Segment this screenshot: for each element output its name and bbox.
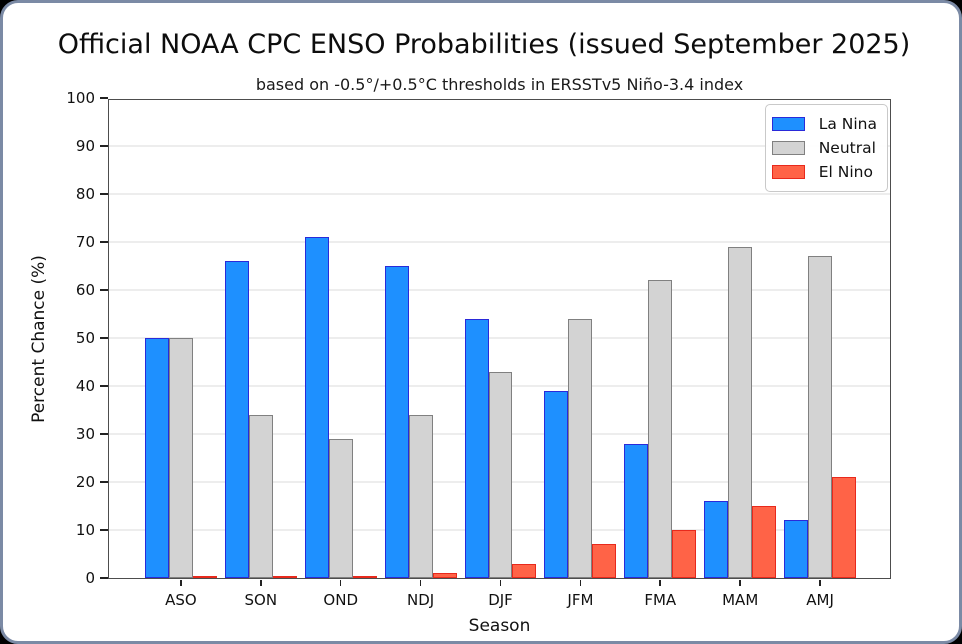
y-axis-tick: [100, 385, 108, 387]
grid-line: [109, 193, 890, 195]
y-axis-tick: [100, 529, 108, 531]
y-axis-tick: [100, 433, 108, 435]
legend-item-neutral: Neutral: [771, 136, 877, 160]
bar-el-nino-son: [272, 576, 297, 578]
x-tick-label: MAM: [722, 591, 759, 609]
x-axis-tick: [739, 580, 741, 586]
bar-el-nino-mam: [752, 506, 777, 578]
x-axis-label: Season: [468, 616, 531, 636]
bar-neutral-fma: [648, 280, 673, 578]
x-axis-tick: [419, 580, 422, 586]
bar-neutral-mam: [728, 246, 753, 578]
y-axis-tick: [100, 289, 108, 291]
bar-la-nina-ndj: [384, 266, 409, 578]
bar-el-nino-ond: [352, 576, 377, 578]
y-axis-tick: [100, 481, 108, 483]
x-axis-tick: [819, 580, 821, 586]
x-axis-tick: [260, 580, 262, 586]
x-axis-tick: [180, 580, 182, 586]
x-tick-label: NDJ: [406, 591, 435, 609]
bar-neutral-aso: [168, 338, 193, 578]
grid-line: [109, 289, 890, 291]
chart-title: Official NOAA CPC ENSO Probabilities (is…: [57, 29, 911, 60]
y-tick-label: 60: [75, 281, 95, 299]
y-axis-tick: [100, 337, 108, 339]
bar-neutral-djf: [488, 371, 513, 578]
x-tick-label: AMJ: [806, 591, 834, 609]
bar-el-nino-ndj: [432, 573, 457, 578]
bar-neutral-ond: [328, 438, 353, 578]
x-axis-tick: [659, 580, 662, 586]
y-axis-label: Percent Chance (%): [29, 255, 49, 423]
legend-label: Neutral: [818, 139, 876, 157]
bar-la-nina-ond: [304, 237, 329, 578]
grid-line: [109, 145, 890, 147]
bar-la-nina-aso: [144, 338, 169, 578]
y-axis-tick: [100, 97, 108, 99]
legend: La Nina Neutral El Nino: [764, 104, 888, 192]
legend-item-el-nino: El Nino: [771, 160, 877, 184]
y-tick-label: 20: [75, 473, 95, 491]
bar-neutral-amj: [808, 256, 833, 578]
chart-subtitle: based on -0.5°/+0.5°C thresholds in ERSS…: [255, 75, 744, 94]
x-tick-label: JFM: [567, 591, 594, 609]
bar-neutral-ndj: [408, 414, 433, 578]
grid-line: [109, 241, 890, 243]
y-axis-tick: [100, 577, 108, 579]
x-tick-label: OND: [323, 591, 358, 609]
bar-el-nino-djf: [512, 563, 537, 578]
bar-la-nina-mam: [704, 501, 729, 578]
y-tick-label: 0: [85, 569, 95, 587]
legend-label: La Nina: [818, 115, 877, 133]
bar-la-nina-fma: [624, 443, 649, 578]
x-tick-label: ASO: [165, 591, 197, 609]
x-tick-label: DJF: [488, 591, 513, 609]
bar-la-nina-amj: [784, 520, 809, 578]
x-tick-label: SON: [244, 591, 278, 609]
x-axis-tick: [499, 580, 502, 586]
bar-el-nino-jfm: [592, 544, 617, 578]
x-tick-label: FMA: [644, 591, 677, 609]
x-axis-tick: [579, 580, 582, 586]
legend-label: El Nino: [818, 163, 873, 181]
legend-swatch-icon: [771, 117, 805, 131]
bar-la-nina-djf: [464, 318, 489, 578]
legend-swatch-icon: [771, 141, 805, 155]
y-tick-label: 30: [75, 425, 95, 443]
y-axis-tick: [100, 241, 108, 243]
y-tick-label: 90: [75, 137, 95, 155]
y-axis-tick: [100, 145, 108, 147]
y-tick-label: 50: [75, 329, 95, 347]
bar-la-nina-jfm: [544, 390, 569, 578]
bar-neutral-jfm: [568, 318, 593, 578]
grid-line: [109, 337, 890, 339]
y-tick-label: 10: [75, 521, 95, 539]
bar-el-nino-aso: [192, 576, 217, 578]
y-axis-tick: [100, 193, 108, 195]
y-tick-label: 70: [75, 233, 95, 251]
y-tick-label: 80: [75, 185, 95, 203]
bar-el-nino-amj: [832, 477, 857, 578]
bar-neutral-son: [248, 414, 273, 578]
y-tick-label: 40: [75, 377, 95, 395]
legend-item-la-nina: La Nina: [771, 112, 877, 136]
legend-swatch-icon: [771, 165, 805, 179]
bar-el-nino-fma: [672, 530, 697, 578]
bar-la-nina-son: [224, 261, 249, 578]
y-tick-label: 100: [66, 89, 95, 107]
plot-area: Percent Chance (%) Season La Nina Neutral…: [29, 89, 891, 636]
x-axis-tick: [339, 580, 342, 586]
